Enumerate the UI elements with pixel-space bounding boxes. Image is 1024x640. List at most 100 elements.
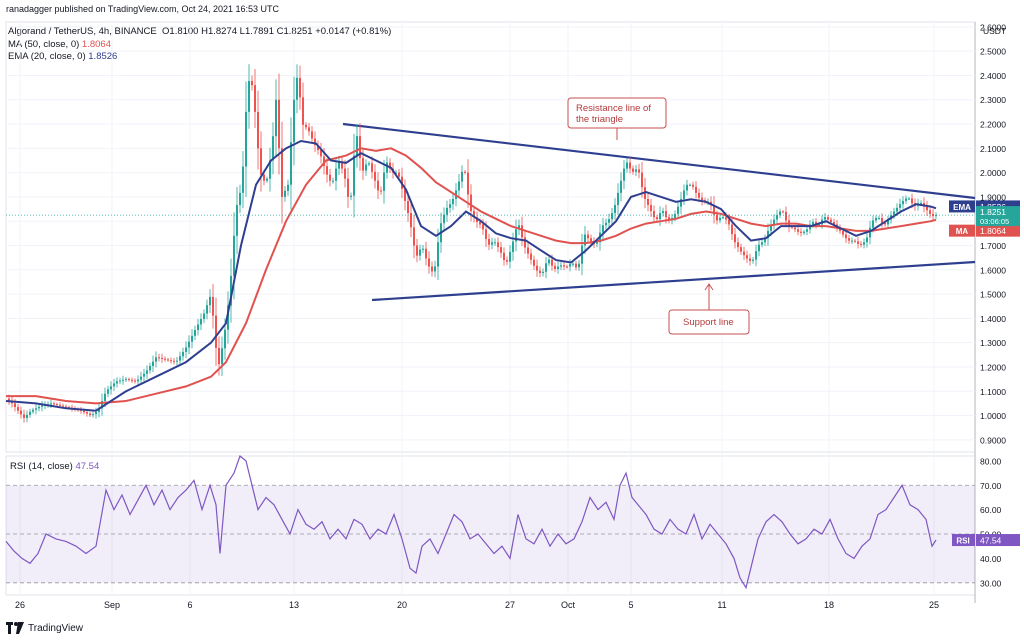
candle-body [149,366,151,371]
candle-body [512,241,514,252]
candle-body [467,172,469,195]
candle-body [398,172,400,177]
ma-tag-value-bg [976,224,1020,237]
candle-body [602,225,604,233]
candle-body [38,406,40,409]
price-tick-label: 2.3000 [980,95,1006,105]
candle-body [536,265,538,271]
candle-body [104,393,106,401]
candle-body [680,198,682,207]
candle-body [785,211,787,221]
candle-body [437,242,439,267]
candle-body [431,266,433,272]
candle-body [626,162,628,169]
time-tick-label: 11 [717,600,726,610]
candle-body [524,237,526,248]
candle-body [767,230,769,239]
candle-body [161,357,163,359]
candle-body [413,227,415,246]
candle-body [494,242,496,244]
candle-body [464,171,466,173]
candle-body [590,238,592,242]
legend-symbol-row[interactable]: Algorand / TetherUS, 4h, BINANCE O1.8100… [8,26,391,39]
candle-body [29,411,31,415]
candle-body [842,230,844,235]
candle-body [323,156,325,167]
candle-body [872,220,874,228]
legend-ma-value: 1.8064 [81,38,111,50]
candle-body [542,271,544,274]
candle-body [56,404,58,406]
resistance-trendline [342,122,976,200]
time-tick-label: 5 [628,600,633,610]
candle-body [350,195,352,197]
candle-body [119,380,121,382]
candle-body [797,229,799,232]
candle-body [632,168,634,172]
candle-body [368,163,370,165]
support-callout-text: Support line [683,317,734,328]
publisher-header: ranadagger published on TradingView.com,… [6,4,280,14]
legend-ema-row[interactable]: EMA (20, close, 0) 1.8526 [8,51,391,64]
candle-body [200,318,202,325]
candle-body [41,405,43,407]
candle-body [518,225,520,230]
candle-body [266,178,268,181]
candle-body [860,243,862,245]
time-tick-label: 27 [505,600,515,610]
candle-body [827,217,829,220]
candle-body [419,249,421,256]
rsi-tag-value: 47.54 [980,536,1002,546]
candle-body [575,263,577,268]
candle-body [113,383,115,387]
candle-body [803,231,805,233]
candle-body [176,360,178,362]
candle-body [341,162,343,169]
candle-body [308,127,310,132]
time-tick-label: 26 [15,600,25,610]
candle-body [338,162,340,169]
ema20-line [5,139,937,412]
candle-body [482,224,484,230]
legend-ma-label: MA (50, close, 0) [8,38,80,50]
candle-body [878,217,880,219]
candle-body [62,405,64,407]
rsi-tick-label: 70.00 [980,481,1002,491]
candle-body [194,330,196,336]
candle-body [17,407,19,411]
candle-body [332,180,334,182]
candle-body [848,238,850,241]
candle-body [197,324,199,331]
rsi-legend[interactable]: RSI (14, close) 47.54 [10,461,99,472]
candle-body [458,181,460,191]
candle-body [758,244,760,252]
candle-body [530,253,532,260]
legend-ema-value: 1.8526 [88,51,118,62]
time-tick-label: 13 [289,600,299,610]
candle-body [284,190,286,197]
candle-body [776,215,778,220]
legend-ema-label: EMA (20, close, 0) [8,51,86,62]
candle-body [587,234,589,239]
candle-body [23,414,25,418]
resistance-callout-text: the triangle [576,114,623,125]
legend-ma-row[interactable]: MA (50, close, 0) 1.8064 [8,39,391,52]
tradingview-footer[interactable]: TradingView [6,622,83,634]
ma-tag-label-bg [949,224,975,237]
candle-body [305,124,307,128]
candle-body [830,219,832,223]
candle-body [164,358,166,360]
candle-body [380,190,382,192]
candle-body [293,99,295,143]
candle-body [290,142,292,185]
candle-body [929,210,931,214]
candle-body [158,357,160,359]
candle-body [851,240,853,242]
candle-body [554,265,556,269]
candle-body [893,211,895,216]
candle-body [662,211,664,214]
time-tick-label: Oct [561,600,576,610]
candle-body [95,412,97,415]
